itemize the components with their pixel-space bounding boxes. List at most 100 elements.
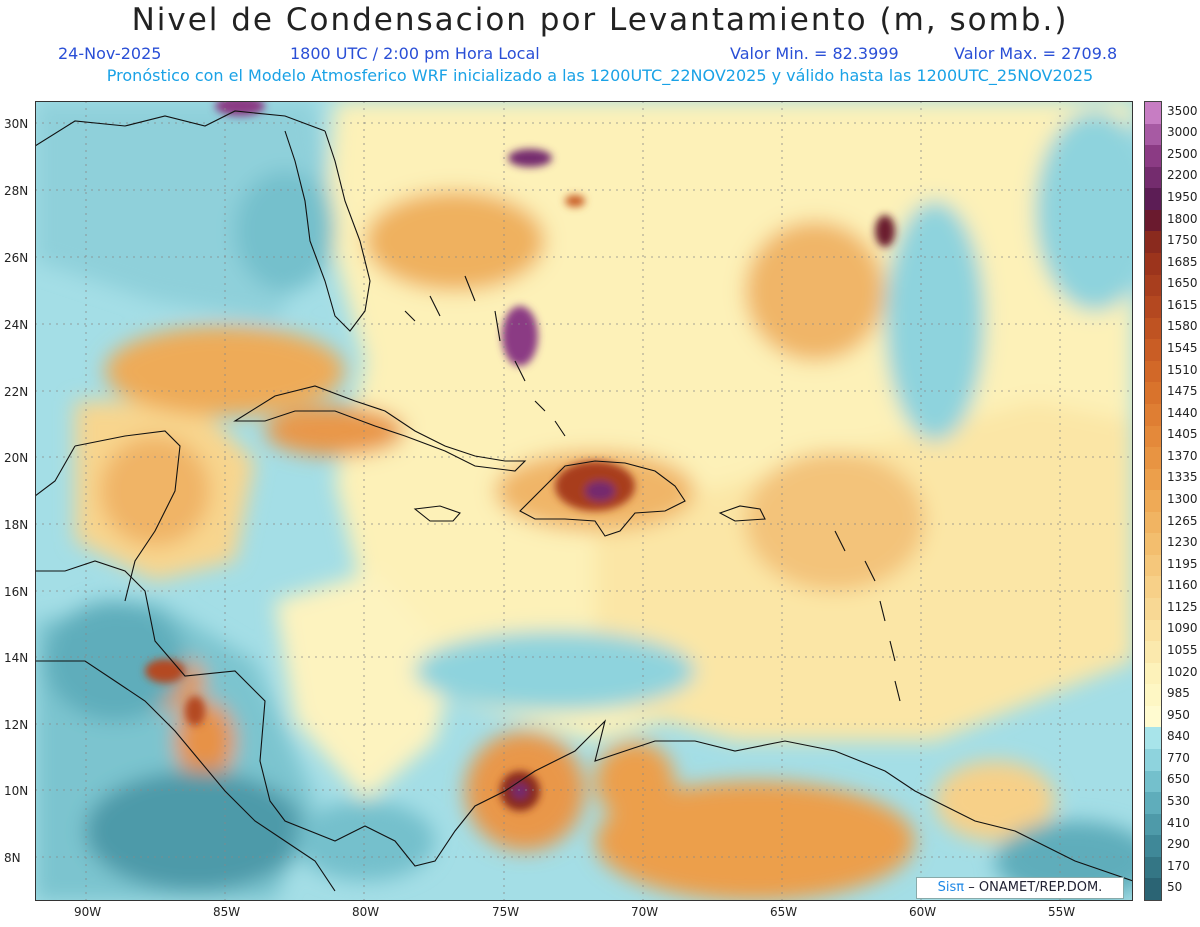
legend-swatch	[1145, 317, 1161, 340]
lat-label: 16N	[4, 585, 29, 599]
legend-swatch	[1145, 339, 1161, 362]
legend-swatch	[1145, 425, 1161, 448]
legend-level-label: 1020	[1167, 664, 1198, 679]
legend-swatch	[1145, 102, 1161, 125]
legend-level-label: 1055	[1167, 642, 1198, 657]
legend-swatch	[1145, 792, 1161, 815]
legend-swatch	[1145, 684, 1161, 707]
legend-level-label: 1160	[1167, 578, 1198, 593]
lon-label: 75W	[492, 905, 520, 919]
lat-label: 20N	[4, 451, 29, 465]
legend-level-label: 1750	[1167, 233, 1198, 248]
gulf-coast	[35, 110, 326, 147]
lat-label: 12N	[4, 718, 29, 732]
legend-swatch	[1145, 619, 1161, 642]
legend-level-label: 1090	[1167, 621, 1198, 636]
legend-swatch	[1145, 598, 1161, 621]
legend-level-label: 50	[1167, 880, 1183, 895]
legend-swatch	[1145, 533, 1161, 556]
legend-level-label: 1405	[1167, 427, 1198, 442]
lat-label: 26N	[4, 251, 29, 265]
credit-box: Sisπ – ONAMET/REP.DOM.	[916, 877, 1124, 899]
legend-swatch	[1145, 166, 1161, 189]
legend-swatch	[1145, 835, 1161, 858]
map-title: Nivel de Condensacion por Levantamiento …	[131, 2, 1069, 38]
legend-level-label: 1300	[1167, 492, 1198, 506]
lon-label: 55W	[1048, 905, 1076, 919]
lcl-map	[35, 101, 1133, 901]
legend-swatch	[1145, 252, 1161, 276]
legend-swatch	[1145, 360, 1161, 383]
min-value: Valor Min. = 82.3999	[730, 44, 899, 63]
time-label: 1800 UTC / 2:00 pm Hora Local	[290, 44, 540, 63]
legend-swatch	[1145, 490, 1161, 513]
legend-level-label: 2200	[1167, 168, 1198, 183]
legend-swatch	[1145, 468, 1161, 491]
legend-swatch	[1145, 576, 1161, 599]
legend-level-label: 950	[1167, 707, 1190, 722]
legend-level-label: 1615	[1167, 297, 1198, 312]
legend-swatch	[1145, 813, 1161, 836]
legend-swatch	[1145, 770, 1161, 793]
legend-level-label: 1370	[1167, 448, 1198, 463]
lat-label: 28N	[4, 184, 29, 198]
lon-label: 65W	[770, 905, 798, 919]
lat-label: 14N	[4, 651, 29, 665]
legend-level-label: 1440	[1167, 405, 1198, 420]
legend-level-label: 1335	[1167, 470, 1198, 485]
coastlines	[35, 110, 1133, 892]
legend-swatch	[1145, 749, 1161, 772]
legend-swatch	[1145, 188, 1161, 211]
legend-swatch	[1145, 274, 1161, 297]
legend-swatch	[1145, 511, 1161, 534]
legend-level-label: 1475	[1167, 384, 1198, 399]
legend-level-label: 530	[1167, 793, 1190, 808]
legend-level-label: 290	[1167, 837, 1190, 852]
lat-label: 10N	[4, 784, 29, 798]
legend-level-label: 1580	[1167, 319, 1198, 334]
lat-label: 8N	[4, 851, 21, 865]
lon-label: 90W	[74, 905, 102, 919]
lon-label: 85W	[213, 905, 241, 919]
legend-level-label: 410	[1167, 815, 1190, 830]
legend-level-label: 170	[1167, 858, 1190, 873]
legend-level-label: 1510	[1167, 362, 1198, 377]
legend-swatch	[1145, 145, 1161, 168]
central-america	[35, 560, 1133, 882]
legend-level-label: 770	[1167, 750, 1190, 765]
legend-swatch	[1145, 231, 1161, 254]
lat-label: 30N	[4, 117, 29, 131]
legend-swatch	[1145, 662, 1161, 685]
legend-swatch	[1145, 209, 1161, 232]
legend-swatch	[1145, 382, 1161, 405]
legend-level-label: 1545	[1167, 341, 1198, 356]
cuba	[233, 385, 527, 472]
legend-swatch	[1145, 123, 1161, 146]
legend-swatch	[1145, 705, 1161, 728]
field-shading	[35, 101, 1133, 901]
legend-level-label: 1800	[1167, 211, 1198, 226]
lat-label: 22N	[4, 385, 29, 399]
legend-swatch	[1145, 296, 1161, 319]
yucatan	[74, 430, 181, 602]
lat-label: 24N	[4, 318, 29, 332]
forecast-info: Pronóstico con el Modelo Atmosferico WRF…	[106, 66, 1094, 85]
lon-label: 60W	[909, 905, 937, 919]
color-legend	[1144, 101, 1162, 901]
legend-level-label: 2500	[1167, 146, 1198, 161]
legend-level-label: 650	[1167, 772, 1190, 787]
legend-swatch	[1145, 554, 1161, 577]
legend-level-label: 985	[1167, 686, 1190, 701]
credit-text: – ONAMET/REP.DOM.	[968, 880, 1103, 895]
lon-label: 70W	[631, 905, 659, 919]
pacific-coast	[35, 660, 336, 892]
legend-level-label: 3000	[1167, 125, 1198, 140]
mexico-gulf	[35, 445, 76, 497]
legend-swatch	[1145, 641, 1161, 664]
puerto-rico	[718, 505, 766, 522]
legend-level-label: 1685	[1167, 254, 1198, 269]
legend-level-label: 3500	[1167, 103, 1198, 118]
legend-level-label: 1195	[1167, 556, 1198, 571]
legend-swatch	[1145, 878, 1161, 901]
florida	[284, 130, 371, 332]
